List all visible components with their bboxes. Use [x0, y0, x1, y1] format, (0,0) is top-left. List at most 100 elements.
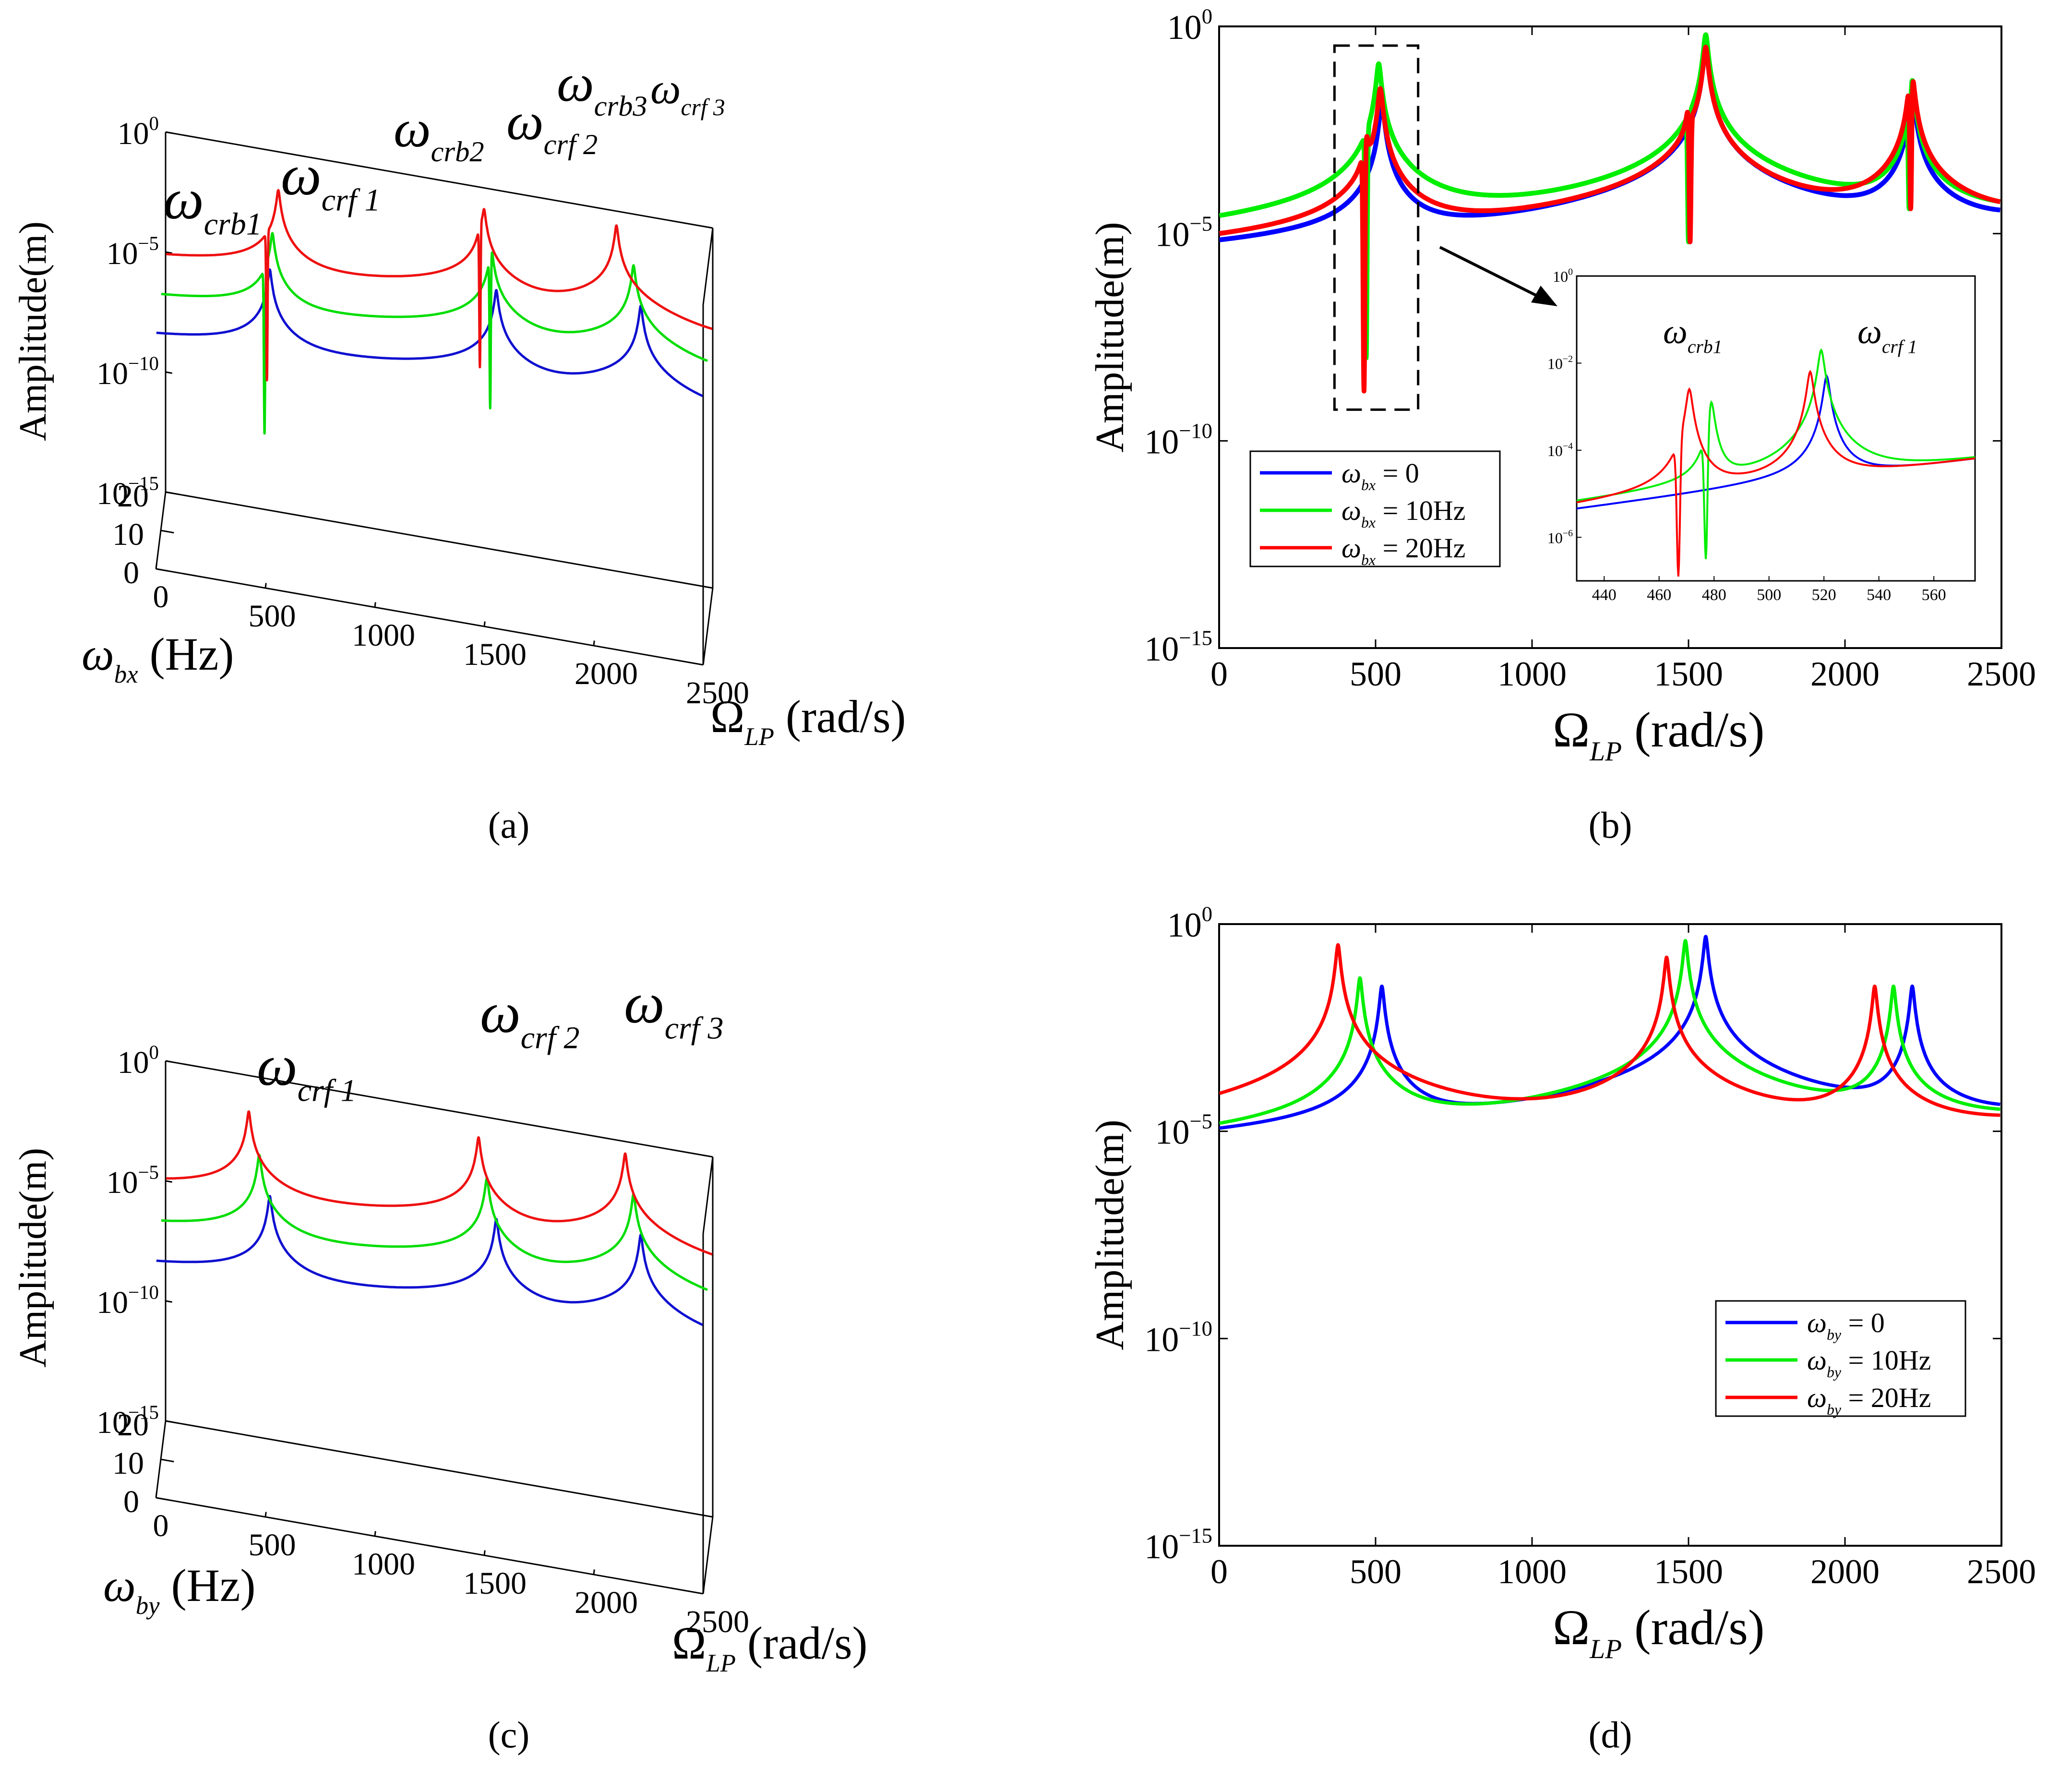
tick-exponent: −5 [138, 232, 159, 254]
symbol-suffix: (rad/s) [1634, 702, 1764, 758]
box-edge [165, 131, 713, 229]
y-tick-mark [165, 491, 172, 494]
inset-x-tick-label: 540 [1867, 586, 1891, 604]
symbol-suffix: = 10Hz [1848, 1345, 1931, 1376]
symbol: ω [103, 1560, 136, 1611]
box-edge [702, 228, 714, 305]
tick-base: 10 [1167, 906, 1202, 944]
tick-exponent: 0 [1568, 267, 1573, 277]
inset-series-line-2 [1577, 370, 1975, 577]
tick-base: 10 [1547, 529, 1563, 546]
x-tick-label: 2000 [575, 1585, 638, 1620]
peak-annotation: ωcrf 1 [281, 143, 381, 218]
symbol: ω [281, 143, 322, 207]
tick-exponent: −15 [128, 472, 159, 494]
x-tick-mark [483, 621, 486, 627]
tick-base: 10 [118, 1045, 149, 1080]
x-tick-mark [702, 1588, 705, 1594]
inset-frame [1576, 275, 1976, 582]
symbol: ω [1807, 1382, 1827, 1413]
peak-annotation: ωcrf 3 [650, 65, 725, 120]
symbol-subscript: crb3 [594, 90, 647, 122]
inset-x-tick-label: 440 [1592, 586, 1617, 604]
symbol-subscript: bx [1361, 514, 1376, 531]
x-tick-label: 0 [153, 1508, 169, 1543]
tick-exponent: −2 [1563, 354, 1573, 364]
legend-entry-label: ωby = 20Hz [1807, 1382, 1931, 1418]
symbol-suffix: = 10Hz [1383, 495, 1466, 526]
symbol-subscript: crb2 [431, 136, 484, 168]
peak-annotation: ωcrf 2 [506, 92, 598, 161]
tick-exponent: −15 [1179, 1524, 1212, 1548]
symbol-subscript: by [1827, 1326, 1842, 1343]
x-tick-label: 2500 [1967, 1552, 2036, 1591]
series-line-2 [166, 189, 713, 382]
peak-annotation: ωcrf 1 [257, 1034, 357, 1108]
y-axis-label: Amplitude(m) [1088, 222, 1132, 453]
z-tick-mark [156, 1497, 169, 1501]
peak-annotation: ωcrb3 [557, 54, 647, 122]
chart-panel-a: 050010001500200025000102010010−510−1010−… [12, 54, 906, 846]
y-tick-label: 10−15 [96, 472, 159, 511]
tick-base: 10 [1553, 268, 1568, 285]
tick-base: 10 [1547, 355, 1563, 372]
legend-entry-label: ωby = 0 [1807, 1307, 1885, 1343]
panel-label: (c) [488, 1714, 530, 1756]
x-axis-label: ΩLP (rad/s) [1553, 1600, 1764, 1664]
x-axis-line [156, 568, 704, 666]
z-tick-label: 10 [112, 1446, 144, 1481]
tick-exponent: 0 [1202, 902, 1212, 926]
series-line-2 [1219, 943, 2000, 1117]
x-tick-label: 2500 [686, 1604, 749, 1639]
x-axis-label: ΩLP (rad/s) [672, 1617, 868, 1677]
symbol-subscript: crf 1 [1882, 336, 1917, 357]
symbol-suffix: (Hz) [171, 1560, 256, 1611]
tick-exponent: −4 [1563, 441, 1573, 451]
x-tick-label: 1000 [352, 1547, 415, 1582]
zoom-arrowhead [1531, 286, 1557, 306]
y-tick-label: 10−5 [1155, 211, 1212, 253]
symbol-subscript: crf 2 [544, 129, 598, 161]
y-tick-label: 10−10 [1144, 419, 1212, 461]
symbol: ω [624, 971, 665, 1035]
inset-x-tick-label: 500 [1757, 586, 1781, 604]
y-tick-mark [165, 251, 172, 254]
tick-base: 10 [1144, 630, 1179, 668]
box-edge [165, 1420, 713, 1518]
series-group [1219, 935, 2000, 1130]
inset-chart: 440 460 480 500 520 540 56010010−210−410−6ωcrb… [1547, 267, 1976, 604]
tick-exponent: −10 [128, 1281, 159, 1303]
symbol-suffix: = 0 [1383, 457, 1419, 489]
box-edge [702, 588, 714, 665]
tick-base: 10 [1155, 1113, 1190, 1152]
y-tick-mark [165, 1420, 172, 1423]
series-line-0 [1219, 935, 2000, 1130]
tick-exponent: −10 [1179, 1316, 1212, 1340]
inset-x-tick-label: 520 [1812, 586, 1836, 604]
x-tick-label: 500 [1350, 655, 1401, 693]
symbol-subscript: LP [1589, 1634, 1622, 1664]
y-tick-label: 10−5 [106, 232, 159, 271]
inset-x-tick-label: 480 [1702, 586, 1726, 604]
z-tick-mark [156, 568, 169, 572]
chart-panel-b: 0 500 1000 1500 2000 250010010−510−1010−15Amp… [1088, 4, 2036, 846]
y-tick-label: 10−15 [1144, 626, 1212, 668]
symbol-suffix: (Hz) [150, 628, 234, 680]
box-edge [165, 491, 713, 589]
symbol-subscript: crb1 [1688, 336, 1723, 357]
symbol-subscript: crf 3 [681, 94, 725, 120]
y-tick-mark [165, 1300, 172, 1303]
x-axis-line [156, 1497, 704, 1595]
y-tick-label: 100 [1167, 4, 1212, 47]
x-tick-label: 2000 [1810, 1552, 1880, 1591]
tick-base: 10 [106, 1165, 138, 1200]
y-tick-label: 100 [118, 1041, 159, 1080]
symbol-subscript: crf 1 [322, 183, 381, 218]
plot-frame [1218, 25, 2002, 649]
y-tick-mark [165, 371, 172, 374]
symbol: ω [1341, 532, 1361, 564]
x-tick-label: 1000 [1497, 655, 1567, 693]
symbol: ω [557, 54, 594, 112]
symbol-subscript: crf 3 [665, 1011, 724, 1046]
